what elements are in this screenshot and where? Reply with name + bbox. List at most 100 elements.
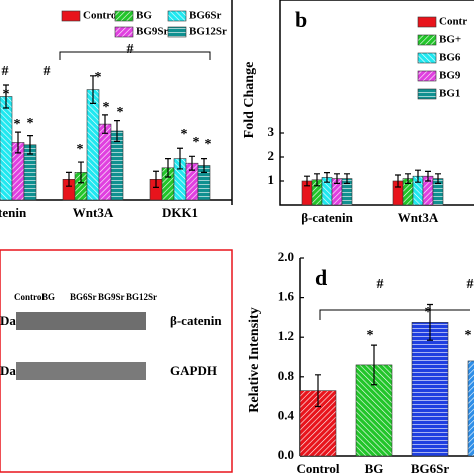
lane-label: BG6Sr xyxy=(70,292,97,302)
bar xyxy=(86,89,100,201)
error-bar xyxy=(315,374,321,408)
x-tick-label: β-catenin xyxy=(301,210,353,225)
error-bar xyxy=(324,172,330,183)
legend-swatch xyxy=(167,10,187,22)
legend-label: BG12Sr xyxy=(189,26,227,38)
blot-band xyxy=(16,362,146,380)
annotation: * xyxy=(425,305,432,320)
lane-label: Control xyxy=(14,292,44,302)
error-bar xyxy=(334,173,340,184)
legend-swatch xyxy=(417,16,437,28)
legend-label: Control xyxy=(83,10,119,22)
annotation: * xyxy=(205,137,212,152)
error-bar xyxy=(304,175,310,187)
legend-label: BG6 xyxy=(439,52,461,64)
annotation: * xyxy=(3,87,10,102)
x-tick-label: catenin xyxy=(0,205,27,220)
error-bar xyxy=(371,344,377,386)
error-bar xyxy=(66,171,72,187)
annotation: # xyxy=(377,277,384,292)
error-bar xyxy=(201,158,207,173)
legend-label: BG+ xyxy=(439,34,461,46)
error-bar xyxy=(78,161,84,184)
error-bar xyxy=(415,169,421,183)
error-bar xyxy=(189,155,195,171)
error-bar xyxy=(177,147,183,170)
annotation: * xyxy=(27,116,34,131)
annotation: * xyxy=(117,105,124,120)
error-bar xyxy=(15,131,21,154)
bar xyxy=(411,322,449,457)
y-tick-label: 1.2 xyxy=(278,328,294,343)
y-axis-label: Relative Intensity xyxy=(247,307,262,412)
legend-swatch xyxy=(167,26,187,38)
y-axis-label: Fold Change xyxy=(242,62,257,139)
legend-label: BG9 xyxy=(439,70,461,82)
panel-label: d xyxy=(315,265,327,290)
legend-label: BG6Sr xyxy=(189,10,222,22)
error-bar xyxy=(90,75,96,104)
blot-frame xyxy=(0,249,233,473)
annotation: * xyxy=(465,328,472,343)
error-bar xyxy=(102,114,108,134)
legend-swatch xyxy=(114,26,134,38)
marker-label: Da xyxy=(0,363,16,378)
annotation: * xyxy=(77,142,84,157)
error-bar xyxy=(165,158,171,178)
y-tick-label: 0.8 xyxy=(278,368,295,383)
legend-label: BG9Sr xyxy=(136,26,169,38)
annotation: * xyxy=(181,127,188,142)
bracket xyxy=(59,51,470,320)
legend-label: BG1 xyxy=(439,88,460,100)
annotation: * xyxy=(193,135,200,150)
x-tick-label: DKK1 xyxy=(162,205,198,220)
y-tick-label: 1.6 xyxy=(278,289,295,304)
panel-label: b xyxy=(295,7,307,32)
legend-swatch xyxy=(417,88,437,100)
legend-swatch xyxy=(417,70,437,82)
lane-label: BG9Sr xyxy=(98,292,125,302)
error-bar xyxy=(314,173,320,187)
error-bar xyxy=(395,174,401,188)
lane-label: BG xyxy=(42,292,55,302)
error-bar xyxy=(405,173,411,184)
y-tick-label: 3 xyxy=(268,124,275,139)
error-bar xyxy=(3,84,9,109)
annotation: # xyxy=(44,64,51,79)
annotation: # xyxy=(127,42,134,57)
annotation: * xyxy=(103,100,110,115)
marker-label: Da xyxy=(0,313,16,328)
error-bar xyxy=(435,173,441,184)
x-tick-label: Wnt3A xyxy=(73,205,114,220)
bar xyxy=(0,96,13,201)
annotation: * xyxy=(95,70,102,85)
y-tick-label: 0.0 xyxy=(278,447,294,462)
error-bar xyxy=(425,170,431,182)
annotation: * xyxy=(14,117,21,132)
x-tick-label: Wnt3A xyxy=(398,210,439,225)
error-bar xyxy=(153,170,159,188)
band-label: GAPDH xyxy=(170,363,217,378)
bar xyxy=(98,123,112,201)
y-tick-label: 0.4 xyxy=(278,407,295,422)
legend-label: Contr xyxy=(439,16,467,28)
y-tick-label: 2.0 xyxy=(278,249,294,264)
annotation: * xyxy=(367,328,374,343)
x-tick-label: Control xyxy=(296,461,339,474)
annotation: # xyxy=(467,277,474,292)
annotation: # xyxy=(2,64,9,79)
bar xyxy=(467,360,474,457)
x-tick-label: BG xyxy=(365,461,384,474)
y-tick-label: 2 xyxy=(268,148,275,163)
error-bar xyxy=(344,173,350,184)
lane-label: BG12Sr xyxy=(126,292,157,302)
band-label: β-catenin xyxy=(170,313,222,328)
legend-label: BG xyxy=(136,10,152,22)
x-tick-label: BG6Sr xyxy=(411,461,450,474)
legend-swatch xyxy=(61,10,81,22)
y-tick-label: 1 xyxy=(268,172,275,187)
error-bar xyxy=(114,120,120,142)
legend-swatch xyxy=(417,52,437,64)
error-bar xyxy=(27,135,33,155)
